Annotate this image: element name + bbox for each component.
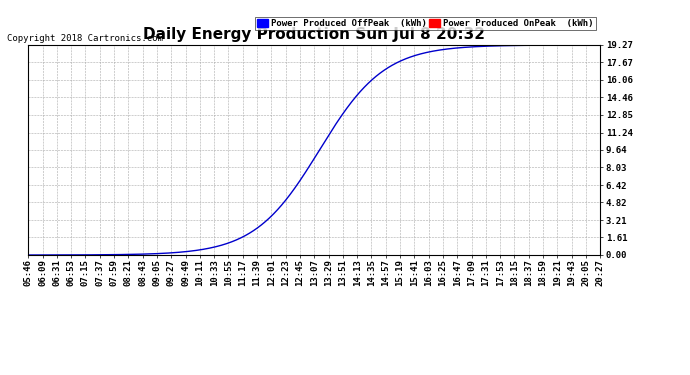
- Title: Daily Energy Production Sun Jul 8 20:32: Daily Energy Production Sun Jul 8 20:32: [143, 27, 485, 42]
- Legend: Power Produced OffPeak  (kWh), Power Produced OnPeak  (kWh): Power Produced OffPeak (kWh), Power Prod…: [255, 17, 595, 30]
- Text: Copyright 2018 Cartronics.com: Copyright 2018 Cartronics.com: [7, 34, 163, 43]
